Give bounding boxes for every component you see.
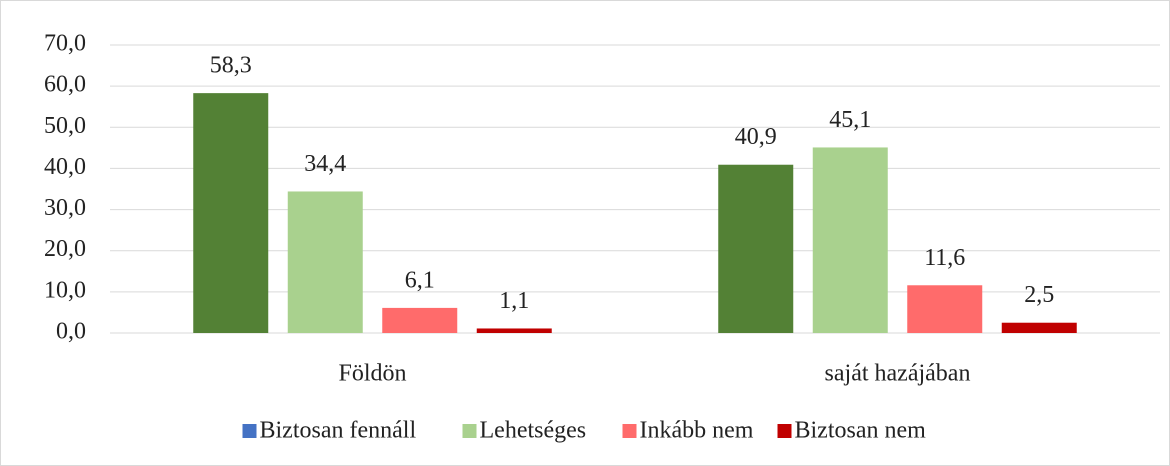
y-tick-label: 30,0 <box>44 195 86 221</box>
y-tick-label: 0,0 <box>56 319 86 345</box>
legend-label: Biztosan nem <box>795 418 927 444</box>
value-label: 40,9 <box>735 124 777 150</box>
page: 0,0 10,0 20,0 30,0 40,0 50,0 60,0 70,0 Földön 58,… <box>0 0 1170 466</box>
x-tick-label: saját hazájában <box>825 361 971 387</box>
x-tick-label: Földön <box>338 361 406 387</box>
y-tick-label: 20,0 <box>44 236 86 262</box>
value-label: 34,4 <box>304 151 346 177</box>
chart: 0,0 10,0 20,0 30,0 40,0 50,0 60,0 70,0 Földön 58,… <box>0 0 1170 466</box>
value-label: 1,1 <box>499 288 529 314</box>
bar <box>288 191 363 333</box>
value-label: 2,5 <box>1024 282 1054 308</box>
bar <box>477 328 552 333</box>
y-tick-label: 10,0 <box>44 277 86 303</box>
chart-border <box>1 1 1170 466</box>
legend-label: Lehetséges <box>480 418 587 444</box>
legend-label: Biztosan fennáll <box>260 418 417 444</box>
y-tick-label: 40,0 <box>44 154 86 180</box>
bar <box>193 93 268 333</box>
value-label: 6,1 <box>405 267 435 293</box>
bar <box>382 308 457 333</box>
value-label: 58,3 <box>210 53 252 79</box>
legend-label: Inkább nem <box>640 418 754 444</box>
bar <box>718 165 793 333</box>
value-label: 45,1 <box>829 107 871 133</box>
bar <box>907 285 982 333</box>
value-label: 11,6 <box>924 245 965 271</box>
y-tick-label: 50,0 <box>44 113 86 139</box>
legend-swatch <box>243 424 257 438</box>
y-tick-label: 60,0 <box>44 72 86 98</box>
legend-swatch <box>778 424 792 438</box>
legend-swatch <box>463 424 477 438</box>
y-tick-label: 70,0 <box>44 31 86 57</box>
bar <box>813 147 888 333</box>
legend-swatch <box>623 424 637 438</box>
bar <box>1002 323 1077 333</box>
